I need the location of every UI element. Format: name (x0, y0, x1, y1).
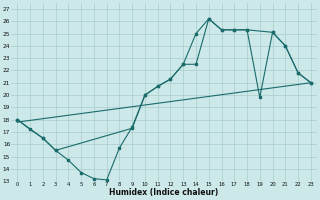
X-axis label: Humidex (Indice chaleur): Humidex (Indice chaleur) (109, 188, 219, 197)
